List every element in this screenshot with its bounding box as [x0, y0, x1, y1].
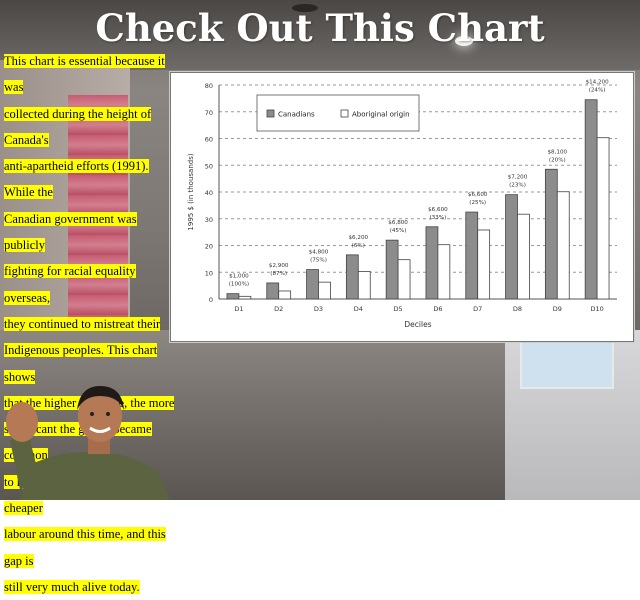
caption-line: collected during the height of Canada's	[4, 106, 152, 147]
gap-percent-label: (23%)	[509, 183, 526, 189]
x-tick-label: D10	[590, 305, 603, 313]
gap-amount-label: $14,200	[586, 80, 610, 86]
x-tick-label: D3	[314, 305, 323, 313]
y-axis-label: 1995 $ (in thousands)	[187, 153, 195, 230]
bar-canadians	[465, 211, 479, 300]
gap-amount-label: $4,800	[309, 250, 329, 256]
bar-canadians	[385, 239, 399, 300]
x-tick-label: D1	[234, 305, 243, 313]
bar-aboriginal	[318, 281, 331, 300]
caption-line: Canadian government was publicly	[4, 211, 137, 253]
bar-aboriginal	[517, 213, 530, 300]
caption-line: still very much alive today.	[4, 579, 140, 594]
bar-aboriginal	[397, 259, 411, 300]
x-tick-label: D6	[433, 305, 442, 313]
y-tick-label: 40	[205, 189, 213, 197]
gap-amount-label: $6,800	[388, 220, 408, 226]
legend-label: Canadians	[278, 111, 315, 119]
caption-line: labour around this time, and this gap is	[4, 527, 166, 568]
page-title: Check Out This Chart	[95, 6, 545, 50]
gap-amount-label: $6,200	[349, 235, 369, 241]
gap-percent-label: (33%)	[429, 215, 446, 221]
legend-swatch-aboriginal	[340, 109, 349, 118]
caption-line: Indigenous peoples. This chart shows	[4, 343, 158, 384]
gap-amount-label: $1,000	[229, 274, 249, 280]
bar-aboriginal	[238, 295, 252, 300]
bar-aboriginal	[596, 137, 610, 300]
income-chart: 0 10 20 30 40 50 60 70 80 1995 $ (in thousands) De…	[187, 80, 617, 329]
gap-percent-label: (24%)	[589, 88, 606, 94]
caption-line: they continued to mistreat their	[4, 316, 161, 331]
eye	[90, 412, 94, 416]
gap-amount-label: $6,600	[468, 192, 488, 198]
gap-percent-label: (6%)	[352, 243, 365, 249]
x-tick-label: D7	[473, 305, 482, 313]
bar-canadians	[345, 254, 359, 300]
gap-percent-label: (100%)	[229, 282, 249, 288]
y-tick-label: 20	[205, 243, 213, 251]
x-tick-label: D8	[513, 305, 522, 313]
bar-canadians	[544, 168, 558, 300]
y-tick-label: 50	[205, 162, 213, 170]
x-axis-label: Deciles	[404, 320, 431, 329]
bar-canadians	[584, 99, 598, 300]
bar-canadians	[266, 282, 280, 300]
presenter-avatar	[6, 386, 170, 500]
x-tick-label: D9	[553, 305, 562, 313]
gap-amount-label: $6,600	[428, 207, 448, 213]
x-tick-label: D5	[394, 305, 403, 313]
y-tick-label: 10	[205, 269, 213, 277]
legend-label: Aboriginal origin	[352, 111, 410, 119]
legend-swatch-canadians	[266, 109, 275, 118]
y-tick-label: 30	[205, 216, 213, 224]
gap-percent-label: (45%)	[390, 228, 407, 234]
x-tick-label: D4	[354, 305, 363, 313]
face	[78, 390, 122, 442]
raised-arm	[10, 432, 40, 490]
ceiling-light	[292, 4, 318, 12]
waving-hand	[6, 402, 38, 442]
gap-percent-label: (20%)	[549, 157, 566, 163]
display-case	[520, 335, 614, 389]
bar-aboriginal	[278, 290, 292, 300]
bar-canadians	[425, 226, 439, 300]
gap-percent-label: (25%)	[469, 200, 486, 206]
caption-text: This chart is essential because it was c…	[4, 48, 176, 600]
gap-amount-label: $8,100	[548, 149, 568, 155]
caption-line: anti-apartheid efforts (1991). While the	[4, 159, 149, 200]
bar-aboriginal	[357, 271, 371, 300]
hair	[77, 386, 124, 410]
gap-percent-label: (87%)	[270, 271, 287, 277]
caption-line: fighting for racial equality overseas,	[4, 264, 136, 305]
bar-aboriginal	[477, 229, 491, 300]
eye	[106, 412, 110, 416]
y-tick-label: 70	[205, 109, 213, 117]
smile	[89, 426, 111, 433]
bar-aboriginal	[556, 191, 570, 300]
y-tick-label: 60	[205, 136, 213, 144]
x-tick-label: D2	[274, 305, 283, 313]
legend-box	[256, 94, 420, 132]
chart-panel: 0 10 20 30 40 50 60 70 80 1995 $ (in thousands) De…	[170, 72, 634, 342]
y-tick-label: 0	[209, 296, 213, 304]
bar-canadians	[306, 269, 319, 300]
gap-amount-label: $2,900	[269, 263, 289, 269]
ceiling-light	[455, 36, 473, 46]
bar-aboriginal	[437, 244, 451, 300]
gap-percent-label: (75%)	[310, 258, 327, 264]
y-tick-label: 80	[205, 82, 213, 90]
hoodie	[20, 451, 170, 500]
bar-canadians	[505, 194, 518, 300]
bar-canadians	[226, 293, 240, 300]
gap-amount-label: $7,200	[508, 175, 528, 181]
caption-line: This chart is essential because it was	[4, 54, 165, 95]
